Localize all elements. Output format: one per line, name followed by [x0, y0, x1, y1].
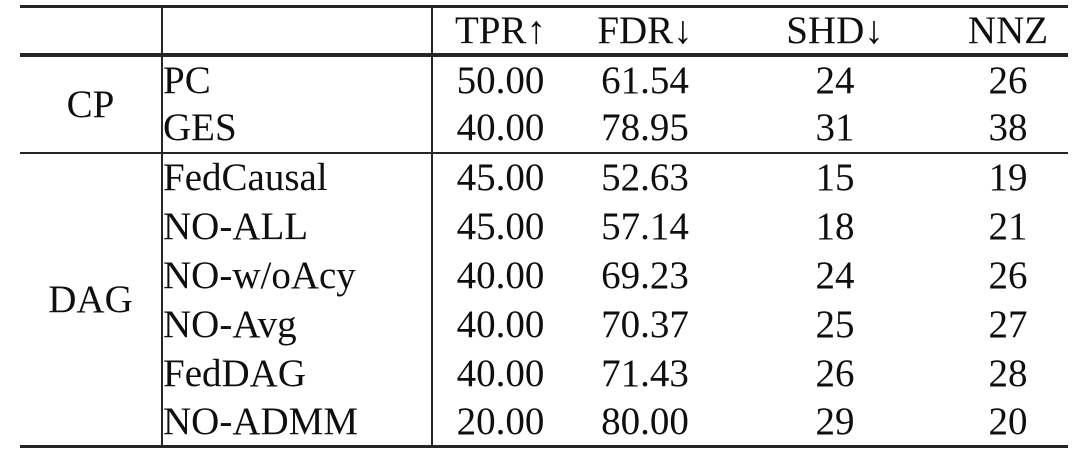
col-header-nnz: NNZ: [967, 8, 1049, 52]
group-label-cp: CP: [20, 54, 163, 153]
metric-value: 26: [815, 351, 855, 395]
col-header-tpr: TPR↑: [454, 8, 547, 52]
metric-value: 20: [988, 399, 1028, 443]
table-row: DAG FedCausal 45.00 52.63 15 19: [20, 152, 1068, 447]
metric-value: 15: [815, 156, 855, 199]
metric-value: 70.37: [601, 302, 689, 346]
col-header-fdr: FDR↓: [597, 8, 693, 52]
method-name: NO-ADMM: [162, 397, 433, 447]
metric-value: 28: [988, 351, 1028, 395]
metric-value: 40.00: [456, 302, 545, 346]
table-row: NO-ALL 45.00 57.14 18 21: [20, 201, 1068, 251]
header-row: TPR↑ FDR↓ SHD↓ NNZ: [20, 6, 1068, 55]
metric-value: 27: [988, 302, 1028, 346]
metric-value: 50.00: [456, 58, 545, 102]
metric-value: 57.14: [601, 204, 689, 248]
metric-value: 26: [988, 253, 1028, 297]
metric-value: 80.00: [601, 399, 689, 443]
metric-value: 40.00: [456, 351, 545, 395]
metric-value: 29: [815, 399, 855, 443]
group-label-dag: DAG: [20, 152, 163, 447]
metric-value: 25: [815, 302, 855, 346]
table-row: NO-Avg 40.00 70.37 25 27: [20, 299, 1068, 349]
method-name: NO-ALL: [162, 201, 433, 251]
metric-value: 45.00: [456, 156, 545, 199]
metric-value: 71.43: [601, 351, 689, 395]
metric-value: 24: [815, 58, 855, 102]
method-name: GES: [162, 103, 433, 153]
table-row: NO-w/oAcy 40.00 69.23 24 26: [20, 250, 1068, 300]
metric-value: 31: [815, 106, 855, 149]
header-group-cell: [20, 6, 163, 55]
table-row: NO-ADMM 20.00 80.00 29 20: [20, 397, 1068, 447]
metric-value: 61.54: [601, 58, 689, 102]
metric-value: 26: [988, 58, 1028, 102]
metric-value: 19: [988, 156, 1028, 199]
table-row: GES 40.00 78.95 31 38: [20, 103, 1068, 153]
metric-value: 18: [815, 204, 855, 248]
metric-value: 40.00: [456, 253, 545, 297]
method-name: PC: [162, 54, 433, 104]
metric-value: 69.23: [601, 253, 689, 297]
metric-value: 78.95: [601, 106, 689, 149]
results-table: TPR↑ FDR↓ SHD↓ NNZ CP PC 50.00 61.54 24 …: [20, 5, 1068, 448]
metric-value: 38: [988, 106, 1028, 149]
table-row: FedDAG 40.00 71.43 26 28: [20, 348, 1068, 398]
table-row: CP PC 50.00 61.54 24 26: [20, 54, 1068, 153]
method-name: FedDAG: [162, 348, 433, 398]
col-header-shd: SHD↓: [786, 8, 884, 52]
metric-value: 20.00: [456, 399, 545, 443]
metric-value: 45.00: [456, 204, 545, 248]
header-method-cell: [162, 6, 433, 55]
method-name: NO-Avg: [162, 299, 433, 349]
method-name: NO-w/oAcy: [162, 250, 433, 300]
method-name: FedCausal: [162, 152, 433, 202]
metric-value: 52.63: [601, 156, 689, 199]
metric-value: 21: [988, 204, 1028, 248]
metric-value: 40.00: [456, 106, 545, 149]
metric-value: 24: [815, 253, 855, 297]
